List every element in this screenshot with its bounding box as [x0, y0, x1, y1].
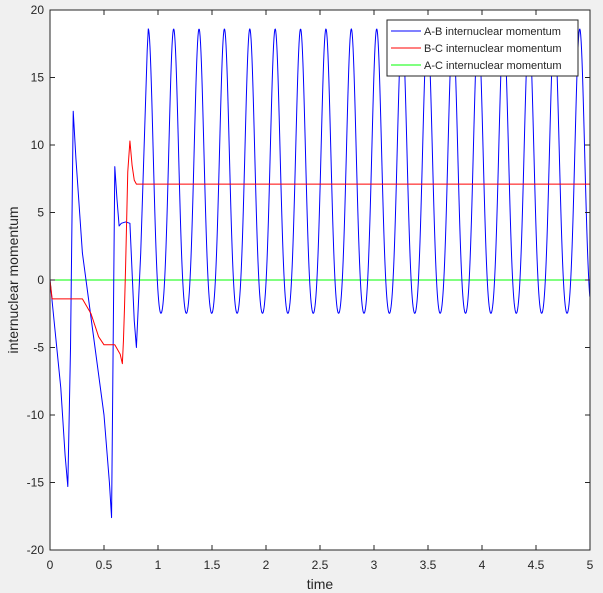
legend-label-ac: A-C internuclear momentum: [424, 60, 562, 72]
y-tick-label: 0: [37, 273, 44, 287]
legend-label-bc: B-C internuclear momentum: [424, 43, 562, 55]
x-axis: 0 0.5 1 1.5 2 2.5 3 3.5 4 4.5 5: [47, 10, 594, 572]
x-tick-label: 3.5: [420, 558, 437, 572]
y-axis-label: internuclear momentum: [5, 206, 21, 353]
y-tick-label: -10: [27, 408, 45, 422]
y-tick-label: 15: [31, 71, 45, 85]
x-tick-label: 2: [263, 558, 270, 572]
x-tick-label: 1: [155, 558, 162, 572]
y-tick-label: 10: [31, 138, 45, 152]
y-tick-label: 5: [37, 206, 44, 220]
x-tick-label: 3: [371, 558, 378, 572]
plot-area: [50, 28, 590, 519]
series-line-ab: [50, 28, 590, 519]
y-tick-label: -20: [27, 543, 45, 557]
x-tick-label: 4: [479, 558, 486, 572]
series-line-bc: [50, 140, 590, 365]
x-tick-label: 0.5: [96, 558, 113, 572]
legend[interactable]: A-B internuclear momentum B-C internucle…: [386, 19, 579, 77]
y-tick-label: 20: [31, 3, 45, 17]
x-axis-label: time: [307, 576, 334, 592]
series-group: [50, 28, 590, 519]
y-tick-label: -5: [33, 341, 44, 355]
x-tick-label: 5: [587, 558, 594, 572]
x-tick-label: 4.5: [528, 558, 545, 572]
y-axis: -20 -15 -10 -5 0 5 10 15 20: [27, 3, 590, 557]
x-tick-label: 2.5: [312, 558, 329, 572]
legend-label-ab: A-B internuclear momentum: [424, 26, 561, 38]
x-tick-label: 1.5: [204, 558, 221, 572]
y-tick-label: -15: [27, 476, 45, 490]
x-tick-label: 0: [47, 558, 54, 572]
